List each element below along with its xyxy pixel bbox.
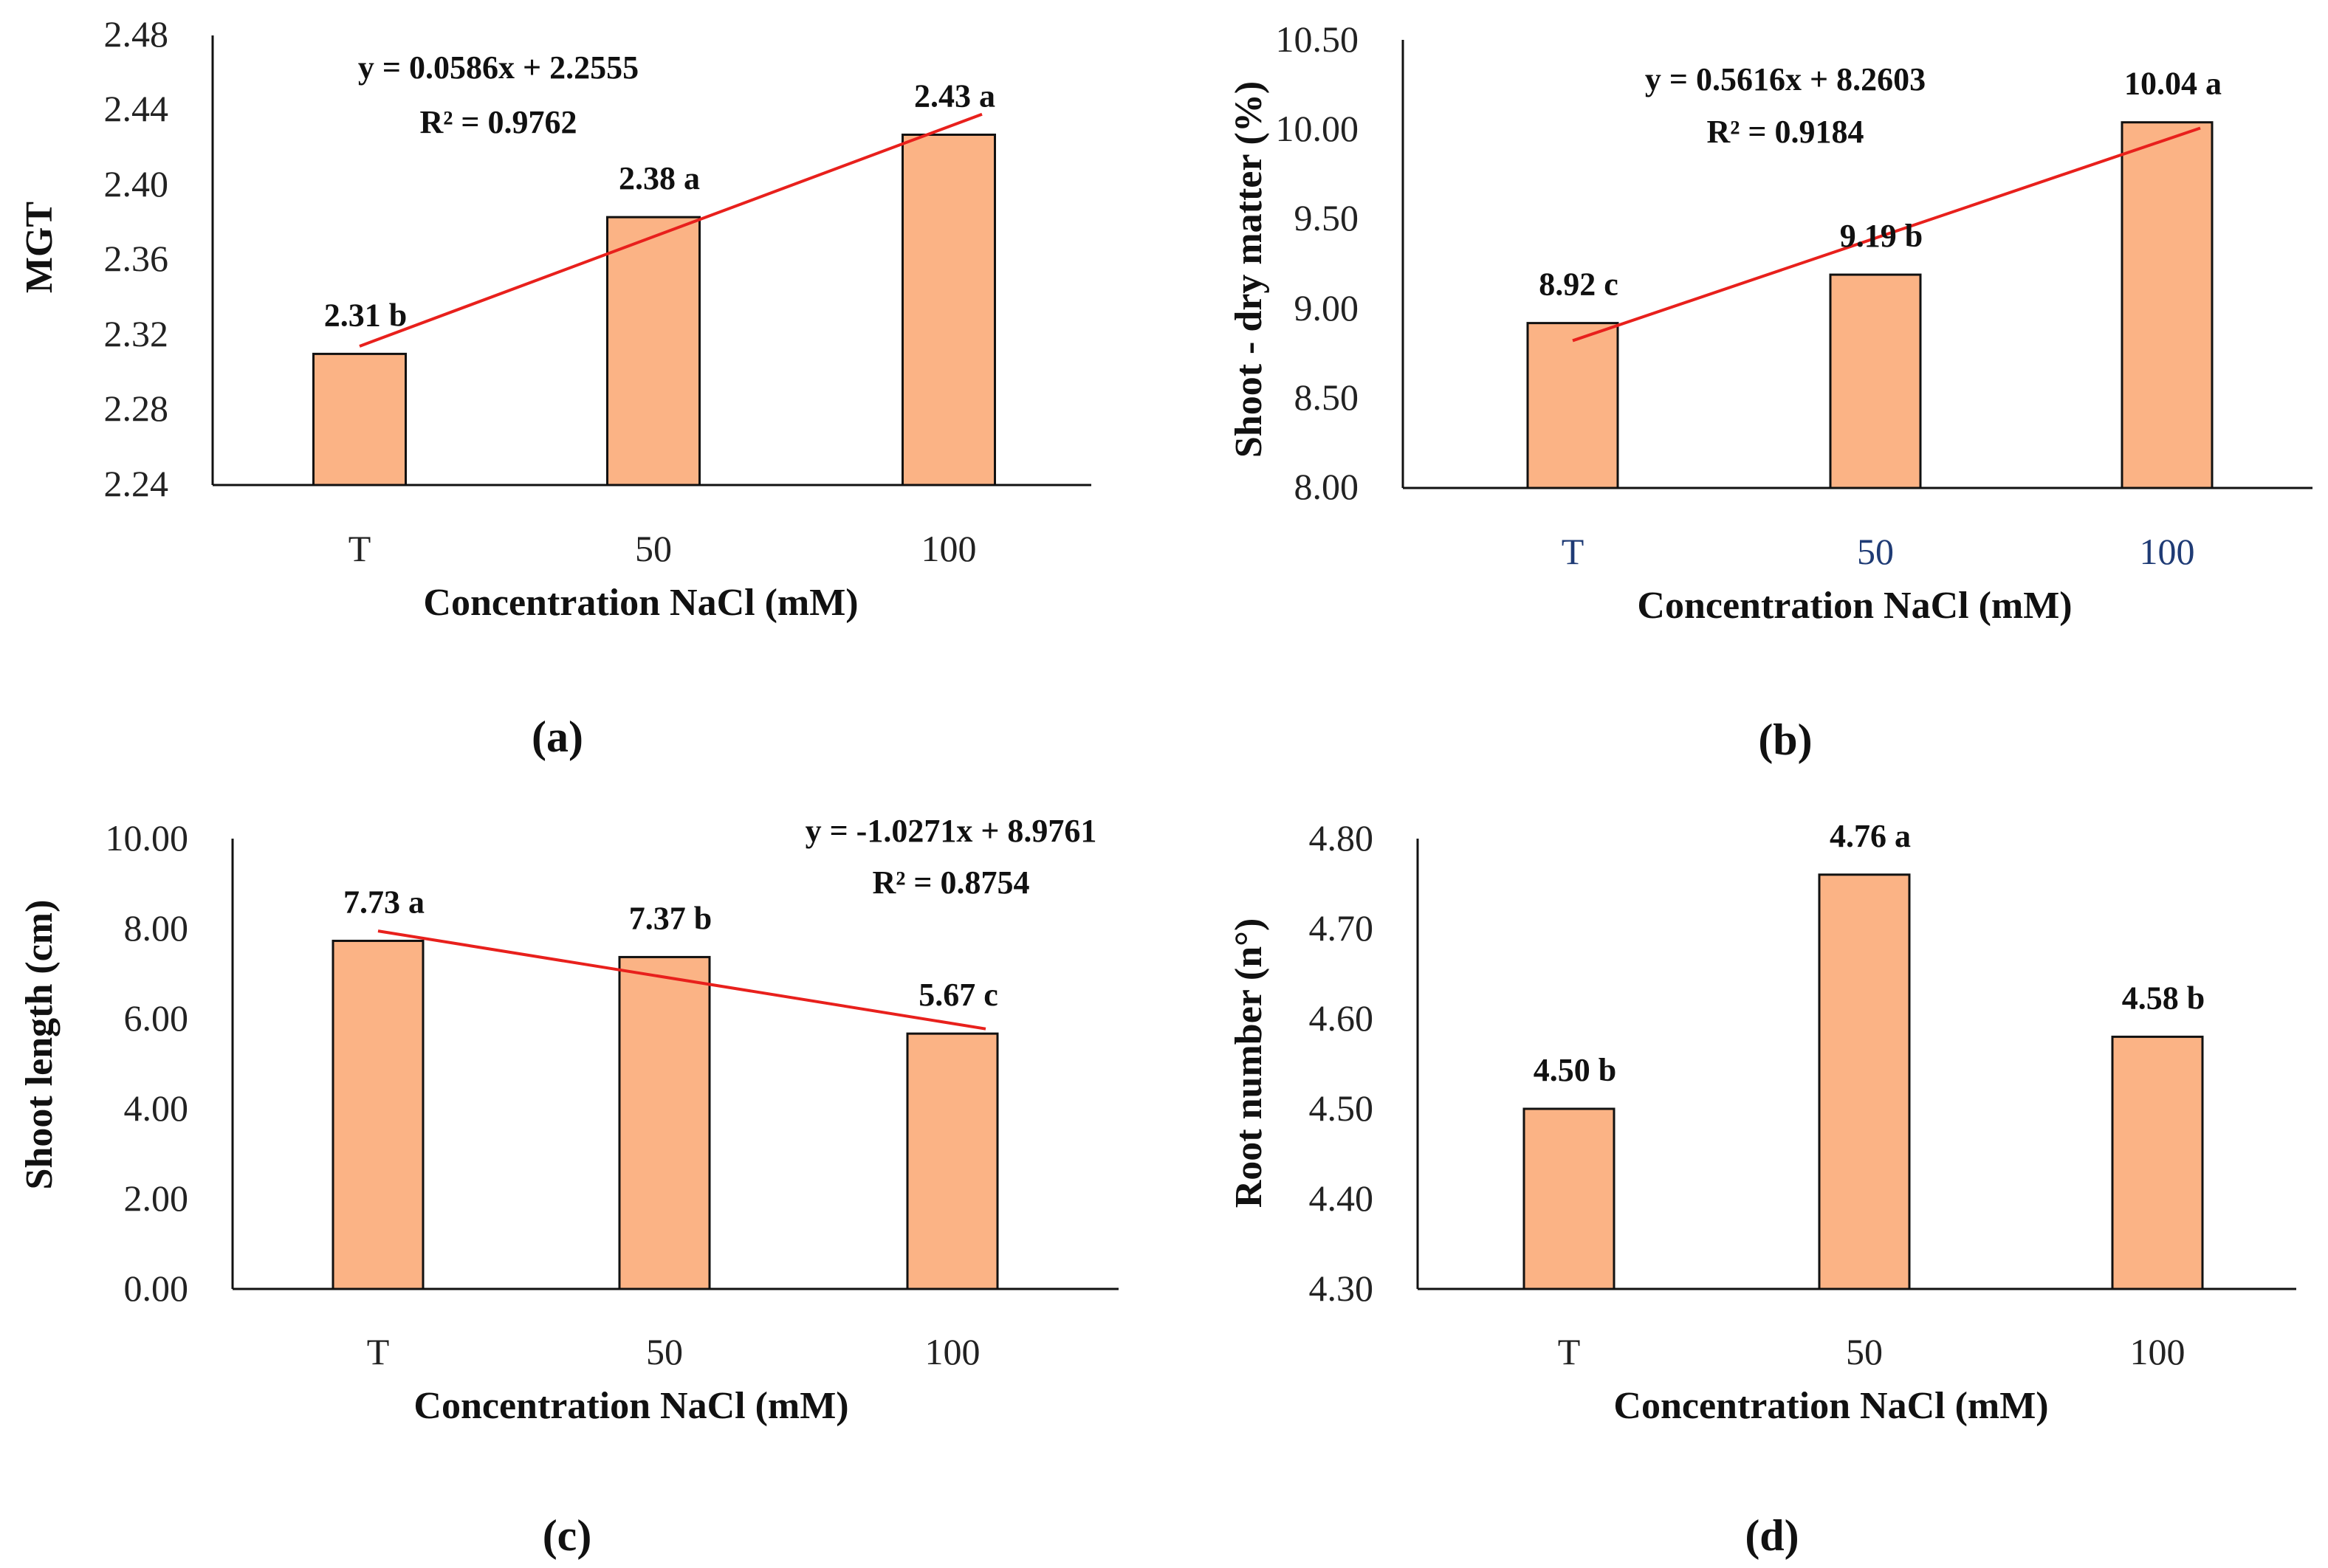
d-ytick-1: 4.40: [1309, 1177, 1374, 1219]
c-xtick-100: 100: [925, 1331, 981, 1372]
d-xtick-T: T: [1558, 1331, 1581, 1372]
d-ytick-2: 4.50: [1309, 1087, 1374, 1129]
a-r-squared: R² = 0.9762: [419, 104, 577, 140]
c-regression-equation: y = -1.0271x + 8.9761: [806, 813, 1097, 849]
b-ytick-3: 9.50: [1294, 197, 1359, 238]
c-bar-100: [906, 1032, 999, 1290]
a-data-label-50: 2.38 a: [619, 160, 700, 196]
b-data-label-50: 9.19 b: [1840, 218, 1923, 254]
c-data-label-50: 7.37 b: [629, 900, 712, 936]
d-bar-50: [1818, 873, 1911, 1290]
b-data-label-T: 8.92 c: [1539, 267, 1618, 303]
b-bar-T: [1526, 322, 1619, 489]
c-data-label-T: 7.73 a: [343, 884, 425, 920]
a-xtick-T: T: [348, 528, 371, 569]
d-data-label-100: 4.58 b: [2122, 980, 2205, 1016]
a-x-axis-title: Concentration NaCl (mM): [423, 582, 858, 624]
d-y-axis-title: Root number (n°): [1228, 918, 1270, 1208]
a-trendline: [359, 112, 983, 348]
b-trendline: [1572, 126, 2201, 343]
a-panel-label: (a): [532, 712, 583, 761]
a-ytick-0: 2.24: [104, 463, 169, 504]
b-x-axis-title: Concentration NaCl (mM): [1637, 585, 2072, 627]
chart-panel-c: 0.00 2.00 4.00 6.00 8.00 10.00 7.73 a 7.…: [18, 813, 1119, 1560]
d-xtick-50: 50: [1846, 1331, 1883, 1372]
d-bar-T: [1522, 1107, 1615, 1290]
c-ytick-0: 0.00: [124, 1268, 189, 1309]
d-data-label-50: 4.76 a: [1830, 818, 1911, 854]
a-data-label-T: 2.31 b: [324, 297, 407, 333]
d-bar-100: [2111, 1035, 2204, 1290]
b-bar-50: [1829, 273, 1922, 489]
d-panel-label: (d): [1745, 1511, 1799, 1560]
a-ytick-2: 2.32: [104, 313, 169, 354]
chart-panel-b: 8.00 8.50 9.00 9.50 10.00 10.50 8.92 c 9…: [1228, 18, 2312, 764]
a-ytick-3: 2.36: [104, 238, 169, 279]
b-xtick-50: 50: [1857, 531, 1894, 572]
b-bar-100: [2121, 121, 2214, 489]
b-ytick-5: 10.50: [1276, 18, 1359, 60]
d-ytick-3: 4.60: [1309, 997, 1374, 1039]
b-ytick-1: 8.50: [1294, 376, 1359, 418]
a-bar-T: [312, 352, 407, 486]
d-ytick-4: 4.70: [1309, 907, 1374, 949]
b-ytick-2: 9.00: [1294, 287, 1359, 329]
a-ytick-6: 2.48: [104, 13, 169, 55]
d-ytick-0: 4.30: [1309, 1268, 1374, 1309]
b-ytick-0: 8.00: [1294, 466, 1359, 507]
c-y-axis-title: Shoot length (cm): [18, 900, 61, 1190]
a-regression-equation: y = 0.0586x + 2.2555: [358, 49, 639, 86]
c-x-axis-title: Concentration NaCl (mM): [413, 1385, 848, 1427]
c-bar-50: [618, 955, 711, 1290]
a-ytick-5: 2.44: [104, 88, 169, 129]
d-x-axis-title: Concentration NaCl (mM): [1613, 1385, 2048, 1427]
b-xtick-100: 100: [2140, 531, 2195, 572]
a-ytick-4: 2.40: [104, 163, 169, 204]
b-xtick-T: T: [1562, 531, 1584, 572]
c-ytick-3: 6.00: [124, 997, 189, 1039]
chart-panel-a: 2.24 2.28 2.32 2.36 2.40 2.44 2.48 2.31 …: [18, 13, 1091, 761]
d-ytick-5: 4.80: [1309, 817, 1374, 859]
c-ytick-5: 10.00: [106, 817, 189, 859]
a-ytick-1: 2.28: [104, 388, 169, 429]
d-data-label-T: 4.50 b: [1534, 1052, 1616, 1088]
c-data-label-100: 5.67 c: [919, 977, 998, 1013]
b-data-label-100: 10.04 a: [2124, 66, 2222, 102]
a-data-label-100: 2.43 a: [914, 78, 995, 114]
c-ytick-2: 4.00: [124, 1087, 189, 1129]
c-r-squared: R² = 0.8754: [872, 864, 1029, 901]
a-xtick-100: 100: [921, 528, 977, 569]
b-r-squared: R² = 0.9184: [1706, 114, 1864, 150]
c-ytick-4: 8.00: [124, 907, 189, 949]
c-ytick-1: 2.00: [124, 1177, 189, 1219]
chart-panel-d: 4.30 4.40 4.50 4.60 4.70 4.80 4.50 b 4.7…: [1228, 817, 2296, 1560]
a-xtick-50: 50: [635, 528, 672, 569]
c-panel-label: (c): [543, 1511, 592, 1560]
b-panel-label: (b): [1758, 715, 1812, 764]
a-bar-100: [902, 133, 996, 486]
b-regression-equation: y = 0.5616x + 8.2603: [1645, 61, 1926, 97]
c-xtick-50: 50: [646, 1331, 683, 1372]
b-ytick-4: 10.00: [1276, 108, 1359, 149]
d-xtick-100: 100: [2130, 1331, 2185, 1372]
b-y-axis-title: Shoot - dry matter (%): [1228, 81, 1270, 458]
a-y-axis-title: MGT: [18, 202, 61, 293]
a-bar-50: [606, 216, 701, 486]
c-trendline: [377, 929, 986, 1031]
c-bar-T: [332, 939, 425, 1290]
c-xtick-T: T: [367, 1331, 390, 1372]
